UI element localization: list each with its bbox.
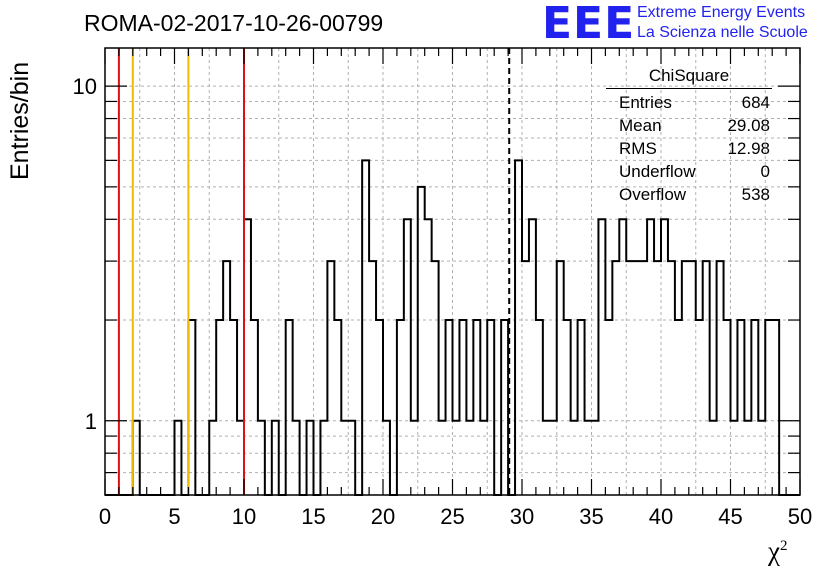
x-tick-label: 30 — [510, 504, 534, 529]
stats-label: Entries — [619, 93, 672, 112]
logo-line-2: La Scienza nelle Scuole — [637, 24, 808, 41]
stats-value: 12.98 — [727, 139, 770, 158]
logo-line-1: Extreme Energy Events — [637, 4, 806, 21]
x-tick-label: 50 — [788, 504, 812, 529]
stats-row: Overflow 538 — [610, 183, 770, 206]
x-tick-label: 45 — [718, 504, 742, 529]
x-tick-label: 20 — [371, 504, 395, 529]
stats-value: 29.08 — [727, 116, 770, 135]
x-tick-label: 40 — [649, 504, 673, 529]
x-axis-label-sup: 2 — [779, 538, 788, 554]
y-tick-label: 10 — [73, 74, 97, 99]
x-axis-label: χ2 — [768, 536, 787, 567]
x-tick-label: 0 — [99, 504, 111, 529]
stats-box: ChiSquare Entries 684 Mean 29.08 RMS 12.98 … — [606, 64, 772, 206]
stats-label: Overflow — [619, 185, 687, 204]
stats-value: 0 — [760, 162, 770, 181]
stats-label: RMS — [619, 139, 657, 158]
stats-label: Mean — [619, 116, 662, 135]
x-tick-label: 10 — [232, 504, 256, 529]
x-tick-label: 35 — [579, 504, 603, 529]
stats-label: Underflow — [619, 162, 696, 181]
x-tick-label: 5 — [168, 504, 180, 529]
stats-title: ChiSquare — [606, 64, 772, 89]
stats-value: 684 — [741, 93, 770, 112]
stats-row: Underflow 0 — [610, 160, 770, 183]
x-tick-label: 15 — [301, 504, 325, 529]
logo-mark: EEE — [542, 0, 636, 49]
stats-row: RMS 12.98 — [610, 137, 770, 160]
x-axis-label-base: χ — [768, 536, 780, 566]
page-title: ROMA-02-2017-10-26-00799 — [84, 10, 384, 36]
stats-value: 538 — [741, 185, 770, 204]
histogram-series — [105, 159, 800, 496]
x-tick-label: 25 — [440, 504, 464, 529]
stats-row: Entries 684 — [610, 91, 770, 114]
stats-row: Mean 29.08 — [610, 114, 770, 137]
y-tick-label: 1 — [85, 409, 97, 434]
